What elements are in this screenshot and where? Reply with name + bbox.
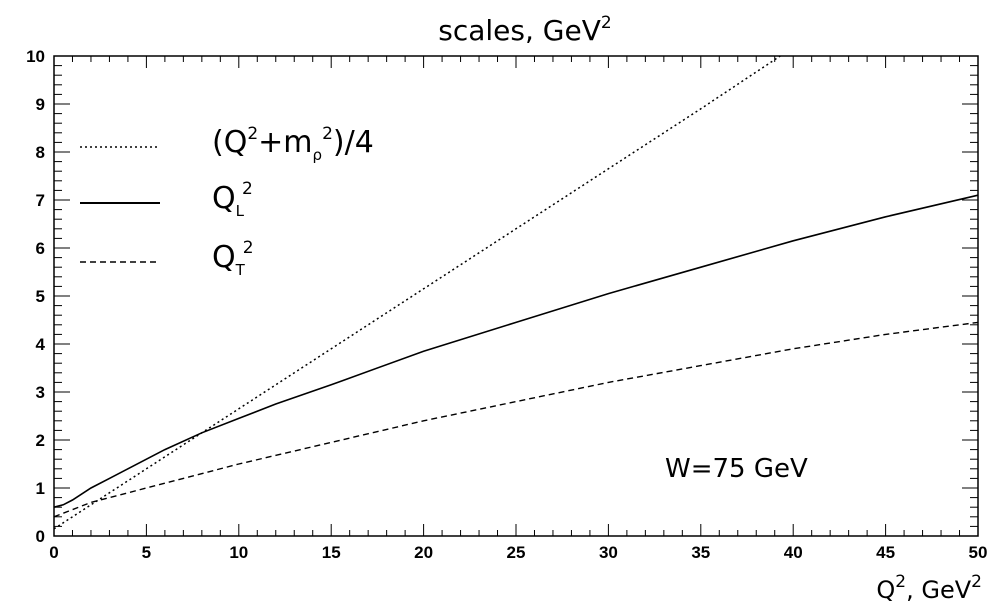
x-axis-label-rest-sup: 2 [971,572,982,592]
legend-sum-sub: ρ [313,146,323,164]
x-tick-label: 10 [229,543,248,562]
x-tick-label: 40 [784,543,803,562]
legend: (Q2+mρ2)/4 QL2 QT2 [80,124,374,279]
y-tick-label: 1 [36,479,45,498]
y-tick-label: 10 [26,47,45,66]
legend-ql-sub: L [236,202,245,220]
plot-frame [53,55,979,537]
x-axis-label-q-sup: 2 [895,572,906,592]
chart-title-sup: 2 [601,13,612,33]
y-tick-label: 8 [36,143,45,162]
x-tick-label: 0 [49,543,58,562]
x-tick-label: 35 [691,543,710,562]
x-tick-label: 5 [142,543,151,562]
y-tick-label: 2 [36,431,45,450]
legend-label-ql: QL 2 [212,179,253,220]
y-tick-label: 3 [36,383,45,402]
legend-sum-sup1: 2 [247,124,258,144]
y-tick-label: 0 [36,527,45,546]
legend-qt-sub: T [235,261,246,279]
x-axis-label-rest: , GeV [906,576,972,604]
y-tick-label: 7 [36,191,45,210]
x-tick-label: 25 [507,543,526,562]
legend-sum-plus: +m [258,125,312,160]
x-tick-label: 45 [876,543,895,562]
x-tick-label: 20 [414,543,433,562]
x-axis-label-q: Q [876,576,895,604]
y-tick-label: 9 [36,95,45,114]
series-line-ql [53,194,979,508]
x-tick-label: 30 [599,543,618,562]
legend-qt-base: Q [212,240,236,275]
legend-label-qt: QT 2 [212,238,254,279]
legend-sum-close: )/4 [333,125,374,160]
chart-title-base: scales, GeV [438,14,601,47]
y-tick-label: 4 [36,335,46,354]
y-tick-label: 6 [36,239,45,258]
x-tick-label: 50 [969,543,988,562]
legend-qt-sup: 2 [243,238,254,258]
legend-ql-base: Q [212,181,236,216]
legend-sum-open: (Q [212,125,247,160]
legend-ql-sup: 2 [242,179,253,199]
annotation-w: W=75 GeV [665,454,808,484]
chart-title: scales, GeV2 [438,13,611,47]
legend-label-sum: (Q2+mρ2)/4 [212,124,374,164]
series-lines [53,55,979,530]
x-axis-label: Q2, GeV2 [876,572,982,604]
x-tick-label: 15 [322,543,341,562]
series-line-sum [53,55,781,530]
legend-sum-sup2: 2 [322,124,333,144]
axis-ticks [53,55,979,537]
y-tick-label: 5 [36,287,45,306]
series-line-qt [53,321,979,518]
